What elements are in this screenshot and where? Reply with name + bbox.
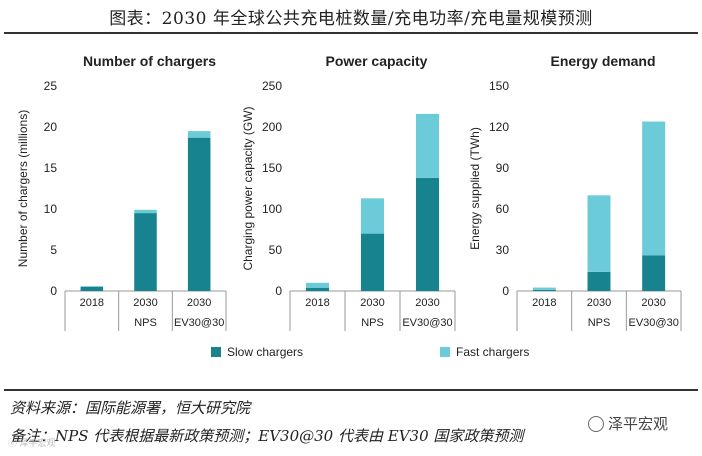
x-tick-label-energy-1: 2030 xyxy=(587,297,611,309)
y-tick-label-power-4: 200 xyxy=(262,120,282,134)
y-axis-label-power: Charging power capacity (GW) xyxy=(241,106,255,270)
watermark: 泽平宏观 xyxy=(588,413,668,434)
x-sublabel-number-1: NPS xyxy=(134,317,157,329)
legend-slow: Slow chargers xyxy=(211,345,303,359)
charts-canvas: Number of chargers Number of chargers (mi… xyxy=(16,53,682,331)
bar-number-0-slow xyxy=(80,286,104,291)
figure-title: 图表：2030 年全球公共充电桩数量/充电功率/充电量规模预测 xyxy=(109,9,593,29)
x-tick-label-energy-2: 2030 xyxy=(641,297,665,309)
bar-energy-2-fast xyxy=(642,121,666,256)
y-tick-label-number-3: 15 xyxy=(44,161,58,175)
y-axis-label-number: Number of chargers (millions) xyxy=(16,110,30,267)
bottom-rule xyxy=(4,389,698,391)
bar-power-1-fast xyxy=(360,198,385,234)
x-sublabel-energy-2: EV30@30 xyxy=(629,317,679,329)
bar-energy-2-slow xyxy=(642,255,666,291)
x-tick-label-number-0: 2018 xyxy=(80,297,104,309)
top-rule xyxy=(4,32,698,34)
y-tick-label-energy-0: 0 xyxy=(502,284,509,298)
x-tick-label-number-1: 2030 xyxy=(133,297,157,309)
y-tick-label-energy-5: 150 xyxy=(489,79,509,93)
legend-swatch-slow xyxy=(211,347,221,357)
bar-number-0-fast xyxy=(80,286,104,287)
bar-number-2-slow xyxy=(187,137,211,291)
x-sublabel-number-2: EV30@30 xyxy=(174,317,224,329)
legend-label-fast: Fast chargers xyxy=(456,345,530,359)
bar-power-1-slow xyxy=(360,233,385,291)
legend-label-slow: Slow chargers xyxy=(227,345,304,359)
y-tick-label-number-2: 10 xyxy=(44,202,58,216)
y-tick-label-number-1: 5 xyxy=(50,243,57,257)
y-tick-label-energy-3: 90 xyxy=(496,161,510,175)
y-tick-label-power-3: 150 xyxy=(262,161,282,175)
bar-energy-1-slow xyxy=(587,271,611,291)
legend-fast: Fast chargers xyxy=(440,345,529,359)
x-tick-label-number-2: 2030 xyxy=(187,297,211,309)
x-tick-label-power-2: 2030 xyxy=(415,297,439,309)
bar-power-2-slow xyxy=(415,177,440,291)
y-tick-label-energy-4: 120 xyxy=(489,120,509,134)
definition-note: 备注：NPS 代表根据最新政策预测；EV30@30 代表由 EV30 国家政策预… xyxy=(10,427,524,445)
x-sublabel-energy-1: NPS xyxy=(588,317,611,329)
x-tick-label-power-1: 2030 xyxy=(360,297,384,309)
bar-energy-1-fast xyxy=(587,195,611,272)
y-tick-label-power-1: 50 xyxy=(269,243,283,257)
x-sublabel-power-1: NPS xyxy=(361,317,384,329)
y-tick-label-number-0: 0 xyxy=(50,284,57,298)
y-axis-label-energy: Energy supplied (TWh) xyxy=(468,127,482,250)
chart-title-number: Number of chargers xyxy=(83,53,216,69)
x-tick-label-energy-0: 2018 xyxy=(532,297,556,309)
y-tick-label-power-2: 100 xyxy=(262,202,282,216)
y-tick-label-power-0: 0 xyxy=(275,284,282,298)
chart-title-power: Power capacity xyxy=(326,53,428,69)
bar-energy-0-fast xyxy=(532,287,556,290)
bar-power-2-fast xyxy=(415,113,440,178)
x-tick-label-power-0: 2018 xyxy=(305,297,329,309)
chart-title-energy: Energy demand xyxy=(550,53,655,69)
legend-swatch-fast xyxy=(440,347,450,357)
bar-number-1-fast xyxy=(134,209,157,214)
y-tick-label-energy-1: 30 xyxy=(496,243,510,257)
bar-number-1-slow xyxy=(134,213,157,291)
watermark-text: 泽平宏观 xyxy=(608,416,669,433)
source-note: 资料来源：国际能源署，恒大研究院 xyxy=(10,399,251,417)
y-tick-label-power-5: 250 xyxy=(262,79,282,93)
y-tick-label-number-5: 25 xyxy=(44,79,58,93)
y-tick-label-number-4: 20 xyxy=(44,120,58,134)
bar-number-2-fast xyxy=(187,131,211,138)
bar-power-0-fast xyxy=(305,282,330,288)
bar-power-0-slow xyxy=(305,287,330,291)
x-sublabel-power-2: EV30@30 xyxy=(402,317,452,329)
y-tick-label-energy-2: 60 xyxy=(496,202,510,216)
wechat-icon xyxy=(588,415,604,432)
watermark-small: ⓒ 泽平宏观 xyxy=(8,438,56,448)
bar-energy-0-slow xyxy=(532,289,556,291)
